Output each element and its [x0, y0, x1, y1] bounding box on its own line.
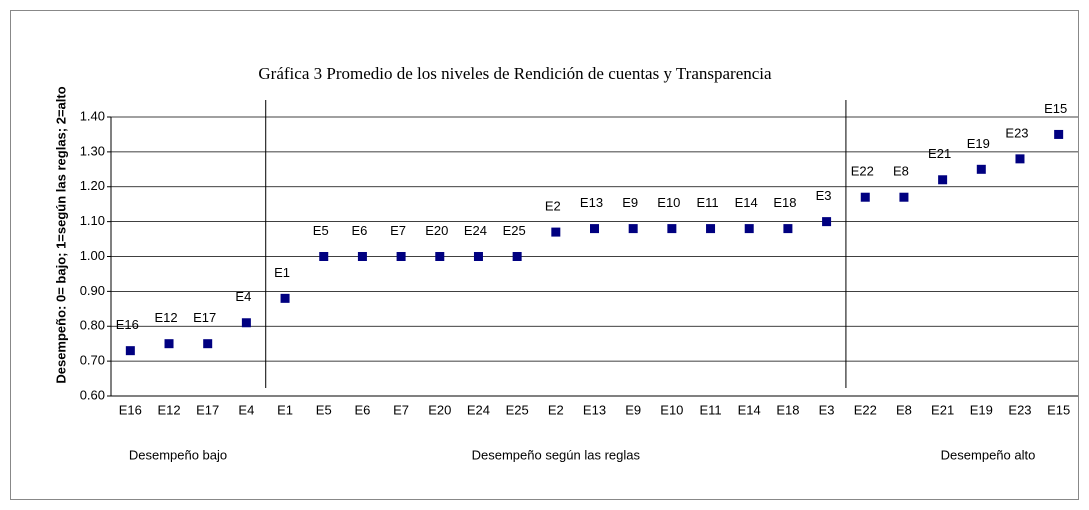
x-tick-label: E23: [1008, 402, 1031, 417]
data-label: E1: [274, 265, 290, 280]
x-tick-label: E17: [196, 402, 219, 417]
data-label: E22: [851, 164, 874, 179]
data-label: E25: [503, 223, 526, 238]
group-label: Desempeño alto: [941, 447, 1036, 462]
data-label: E9: [622, 195, 638, 210]
y-tick-label: 0.80: [80, 318, 105, 333]
marker: [164, 339, 174, 349]
x-tick-label: E4: [238, 402, 254, 417]
data-label: E6: [351, 223, 367, 238]
x-tick-label: E8: [896, 402, 912, 417]
data-label: E17: [193, 310, 216, 325]
marker: [551, 227, 561, 237]
x-tick-label: E14: [738, 402, 761, 417]
marker: [899, 192, 909, 202]
x-tick-label: E19: [970, 402, 993, 417]
marker: [512, 252, 522, 261]
y-tick-label: 1.00: [80, 248, 105, 263]
marker: [783, 224, 793, 234]
x-tick-label: E5: [316, 402, 332, 417]
data-label: E13: [580, 195, 603, 210]
marker: [241, 318, 251, 328]
y-tick-label: 0.90: [80, 283, 105, 298]
data-label: E11: [696, 195, 718, 210]
group-label: Desempeño según las reglas: [472, 447, 641, 462]
x-tick-label: E20: [428, 402, 451, 417]
y-tick-label: 1.30: [80, 143, 105, 158]
x-tick-label: E3: [819, 402, 835, 417]
data-label: E12: [154, 310, 177, 325]
data-label: E23: [1005, 125, 1028, 140]
marker: [125, 346, 135, 356]
data-label: E20: [425, 223, 448, 238]
marker: [938, 175, 948, 185]
marker: [744, 224, 754, 234]
y-tick-label: 0.60: [80, 387, 105, 402]
marker: [357, 252, 367, 261]
data-label: E4: [235, 289, 251, 304]
data-label: E5: [313, 223, 329, 238]
x-tick-label: E16: [119, 402, 142, 417]
x-tick-label: E22: [854, 402, 877, 417]
x-tick-label: E10: [660, 402, 683, 417]
data-label: E24: [464, 223, 487, 238]
chart-title: Gráfica 3 Promedio de los niveles de Ren…: [258, 64, 772, 83]
marker: [435, 252, 445, 261]
data-label: E16: [116, 317, 139, 332]
x-tick-label: E15: [1047, 402, 1070, 417]
x-tick-label: E2: [548, 402, 564, 417]
x-tick-label: E21: [931, 402, 954, 417]
data-label: E15: [1044, 101, 1067, 116]
data-label: E18: [773, 195, 796, 210]
data-label: E3: [816, 188, 832, 203]
marker: [319, 252, 329, 261]
x-tick-label: E18: [776, 402, 799, 417]
marker: [280, 293, 290, 303]
y-tick-label: 1.10: [80, 213, 105, 228]
chart-border: [10, 10, 1079, 500]
x-tick-label: E24: [467, 402, 490, 417]
data-label: E14: [735, 195, 758, 210]
data-label: E8: [893, 164, 909, 179]
x-tick-label: E11: [699, 402, 721, 417]
marker: [706, 224, 716, 234]
x-tick-label: E12: [157, 402, 180, 417]
x-tick-label: E7: [393, 402, 409, 417]
data-label: E21: [928, 146, 951, 161]
y-tick-label: 1.20: [80, 178, 105, 193]
data-label: E19: [967, 136, 990, 151]
data-label: E2: [545, 199, 561, 214]
y-tick-label: 0.70: [80, 353, 105, 368]
marker: [667, 224, 677, 234]
group-label: Desempeño bajo: [129, 447, 227, 462]
x-tick-label: E25: [506, 402, 529, 417]
data-label: E7: [390, 223, 406, 238]
x-tick-label: E6: [354, 402, 370, 417]
y-tick-label: 1.40: [80, 108, 105, 123]
marker: [628, 224, 638, 234]
x-tick-label: E1: [277, 402, 293, 417]
marker: [473, 252, 483, 261]
marker: [822, 217, 832, 227]
x-tick-label: E9: [625, 402, 641, 417]
marker: [1015, 154, 1025, 164]
marker: [203, 339, 213, 349]
marker: [976, 164, 986, 174]
data-label: E10: [657, 195, 680, 210]
x-tick-label: E13: [583, 402, 606, 417]
y-axis-title: Desempeño: 0= bajo; 1=según las reglas; …: [53, 86, 68, 383]
marker: [590, 224, 599, 234]
marker: [860, 192, 870, 202]
marker: [396, 252, 406, 261]
marker: [1054, 129, 1064, 139]
